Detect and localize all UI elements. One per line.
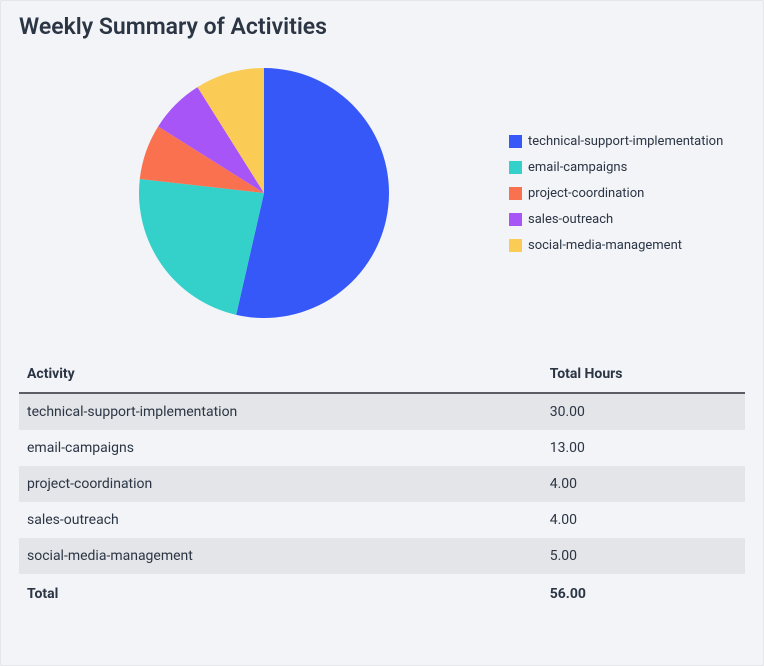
activity-cell: project-coordination (19, 466, 542, 502)
hours-cell: 30.00 (542, 393, 745, 430)
activity-cell: sales-outreach (19, 502, 542, 538)
legend-swatch (509, 161, 522, 174)
activity-table: Activity Total Hours technical-support-i… (19, 356, 745, 614)
legend-label: technical-support-implementation (528, 134, 723, 149)
footer-value: 56.00 (542, 574, 745, 614)
chart-area: technical-support-implementation email-ca… (19, 48, 745, 338)
legend-swatch (509, 213, 522, 226)
table-header-row: Activity Total Hours (19, 356, 745, 393)
hours-cell: 4.00 (542, 466, 745, 502)
pie-chart (139, 68, 389, 318)
legend-label: project-coordination (528, 186, 644, 201)
page-title: Weekly Summary of Activities (19, 1, 745, 48)
legend-label: sales-outreach (528, 212, 613, 227)
hours-cell: 4.00 (542, 502, 745, 538)
table-row: project-coordination4.00 (19, 466, 745, 502)
activity-cell: email-campaigns (19, 430, 542, 466)
table-row: sales-outreach4.00 (19, 502, 745, 538)
hours-cell: 13.00 (542, 430, 745, 466)
activity-cell: technical-support-implementation (19, 393, 542, 430)
legend-label: email-campaigns (528, 160, 627, 175)
activity-cell: social-media-management (19, 538, 542, 574)
col-hours-header: Total Hours (542, 356, 745, 393)
col-activity-header: Activity (19, 356, 542, 393)
legend-label: social-media-management (528, 238, 682, 253)
legend-swatch (509, 135, 522, 148)
table-row: social-media-management5.00 (19, 538, 745, 574)
legend-item: social-media-management (509, 238, 723, 253)
table-row: email-campaigns13.00 (19, 430, 745, 466)
legend-item: email-campaigns (509, 160, 723, 175)
footer-label: Total (19, 574, 542, 614)
table-row: technical-support-implementation30.00 (19, 393, 745, 430)
legend-swatch (509, 187, 522, 200)
legend-item: technical-support-implementation (509, 134, 723, 149)
legend-item: sales-outreach (509, 212, 723, 227)
legend-item: project-coordination (509, 186, 723, 201)
hours-cell: 5.00 (542, 538, 745, 574)
table-footer-row: Total 56.00 (19, 574, 745, 614)
summary-card: Weekly Summary of Activities technical-s… (0, 0, 764, 666)
chart-legend: technical-support-implementation email-ca… (509, 123, 723, 264)
legend-swatch (509, 239, 522, 252)
